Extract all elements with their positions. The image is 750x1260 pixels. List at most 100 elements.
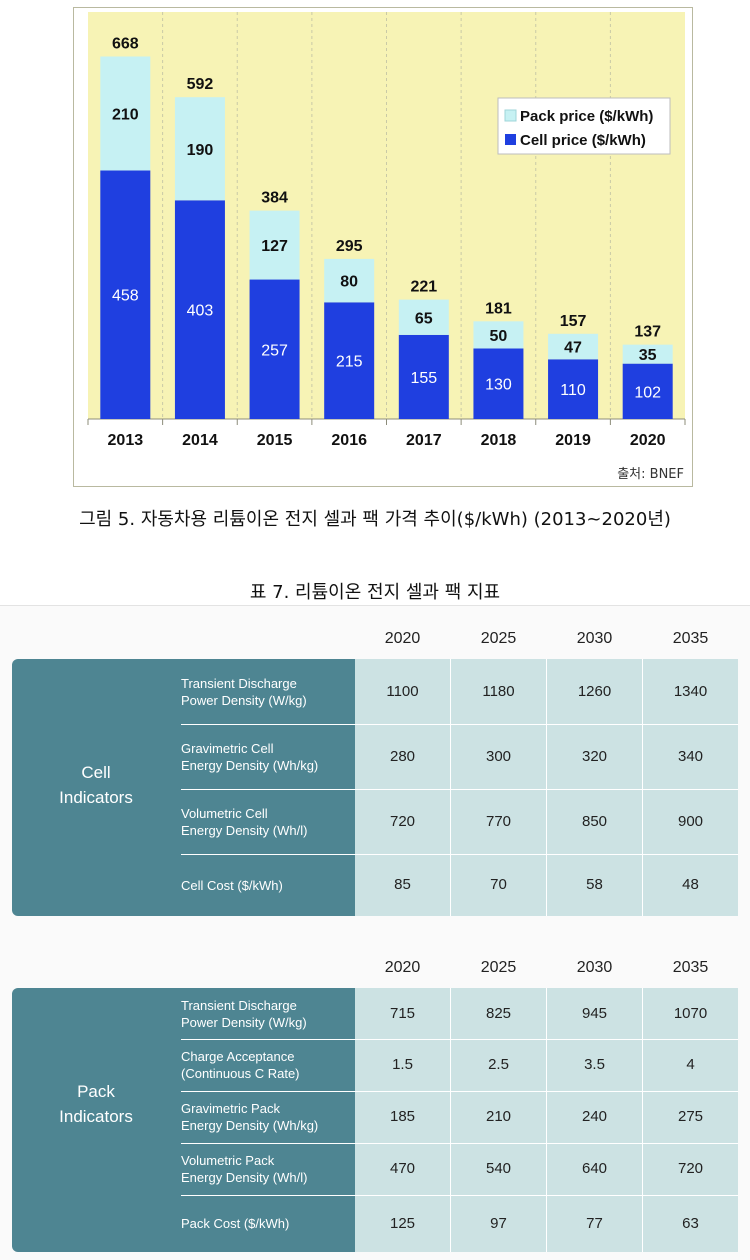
legend-swatch <box>504 109 517 122</box>
cell-group-value-cell: 770 <box>485 812 512 830</box>
group-label-line: Cell <box>81 763 111 782</box>
row-label-line: Gravimetric Pack <box>181 1101 280 1116</box>
pack-value-label: 50 <box>490 328 508 345</box>
row-separator <box>181 1143 738 1144</box>
pack-group-panel <box>12 988 355 1252</box>
cell-price-bar <box>548 359 599 419</box>
x-tick-label: 2020 <box>630 432 666 449</box>
cell-group-value-cell: 320 <box>581 747 608 765</box>
pack-group-value-cell: 2.5 <box>488 1056 509 1073</box>
cell-group-row-label: Volumetric Cell Energy Density (Wh/l) <box>181 805 353 839</box>
x-tick-label: 2019 <box>555 432 591 449</box>
cell-price-bar <box>622 363 673 419</box>
cell-group-row-label: Cell Cost ($/kWh) <box>181 877 353 894</box>
total-value-label: 295 <box>336 238 363 255</box>
cell-value-label: 155 <box>410 370 437 387</box>
pack-price-bar <box>174 97 225 201</box>
row-label-line: Charge Acceptance <box>181 1049 295 1064</box>
pack-group-row-label: Volumetric Pack Energy Density (Wh/l) <box>181 1152 353 1186</box>
figure-caption: 그림 5. 자동차용 리튬이온 전지 셀과 팩 가격 추이($/kWh) (20… <box>79 509 671 530</box>
row-label-line: Power Density (W/kg) <box>181 1014 307 1030</box>
pack-group-value-cell: 275 <box>677 1108 704 1125</box>
x-tick-label: 2013 <box>108 432 144 449</box>
total-value-label: 592 <box>187 76 214 93</box>
pack-group-row-label: Transient Discharge Power Density (W/kg) <box>181 997 353 1031</box>
cell-group-value-cell: 280 <box>389 747 416 765</box>
pack-group-value-cell: 77 <box>586 1214 603 1232</box>
column-separator <box>642 659 643 916</box>
pack-price-bar <box>249 210 300 280</box>
cell-group-row-label: Transient Discharge Power Density (W/kg) <box>181 675 353 709</box>
pack-group-value-cell: 540 <box>485 1160 512 1177</box>
pack-value-label: 127 <box>261 238 288 255</box>
row-separator <box>181 789 738 790</box>
column-separator <box>546 659 547 916</box>
pack-value-label: 47 <box>564 340 582 357</box>
row-label-line: Volumetric Pack <box>181 1153 275 1168</box>
cell-group-value-cell: 1260 <box>577 682 612 700</box>
pack-group-value-cell: 640 <box>581 1160 608 1177</box>
cell-value-label: 215 <box>336 354 363 371</box>
pack-value-label: 65 <box>415 310 433 327</box>
source-note: 출처: BNEF <box>617 467 684 482</box>
pack-price-bar <box>473 321 524 349</box>
row-label-line: Power Density (W/kg) <box>181 692 307 708</box>
x-tick-label: 2014 <box>182 432 218 449</box>
pack-group-value-cell: 4 <box>686 1056 695 1073</box>
pack-price-bar <box>398 299 449 335</box>
pack-group-value-cell: 97 <box>490 1214 507 1232</box>
cell-group-value-cell: 300 <box>485 747 512 765</box>
total-value-label: 384 <box>261 190 288 207</box>
cell-group-value-cell: 850 <box>581 812 608 830</box>
x-tick-label: 2018 <box>481 432 517 449</box>
cell-group-value-cell: 720 <box>389 812 416 830</box>
pack-group-value-cell: 240 <box>581 1108 608 1125</box>
column-separator <box>450 659 451 916</box>
row-separator <box>181 854 738 855</box>
cell-value-label: 257 <box>261 342 288 359</box>
pack-group-value-cell: 470 <box>389 1160 416 1177</box>
row-label-line: Gravimetric Cell <box>181 740 274 756</box>
year-header: 2030 <box>576 959 613 976</box>
year-header: 2035 <box>672 959 709 976</box>
year-header: 2030 <box>576 630 613 647</box>
pack-price-bar <box>622 344 673 364</box>
year-header: 2035 <box>672 630 709 647</box>
pack-value-label: 35 <box>639 347 657 364</box>
legend-label: Pack price ($/kWh) <box>520 108 653 125</box>
row-label-line: Energy Density (Wh/kg) <box>181 1118 319 1133</box>
column-separator <box>642 988 643 1252</box>
cell-group-value-cell: 1180 <box>482 682 515 700</box>
row-label-line: Energy Density (Wh/kg) <box>181 757 319 773</box>
column-separator <box>450 988 451 1252</box>
row-separator <box>181 1039 738 1040</box>
pack-group-value-cell: 1070 <box>673 1004 708 1022</box>
pack-group-value-cell: 3.5 <box>584 1056 605 1073</box>
row-label-line: (Continuous C Rate) <box>181 1066 300 1081</box>
pack-group-value-cell: 720 <box>677 1160 704 1177</box>
total-value-label: 668 <box>112 35 139 52</box>
pack-price-bar <box>548 333 599 360</box>
x-tick-label: 2015 <box>257 432 293 449</box>
cell-value-label: 130 <box>485 377 512 394</box>
chart-frame: 458 210 668 2013 403 190 592 2014 257 127 384 2015 2… <box>73 7 693 487</box>
pack-group-value-cell: 63 <box>682 1214 699 1232</box>
cell-value-label: 458 <box>112 288 139 305</box>
total-value-label: 137 <box>634 324 661 341</box>
row-label-line: Pack Cost ($/kWh) <box>181 1216 290 1231</box>
pack-group-value-cell: 715 <box>389 1004 416 1022</box>
row-separator <box>181 1195 738 1196</box>
row-label-line: Energy Density (Wh/l) <box>181 1170 308 1185</box>
bar-chart: 458 210 668 2013 403 190 592 2014 257 127 384 2015 2… <box>87 12 686 482</box>
cell-value-label: 102 <box>634 384 661 401</box>
x-tick-label: 2017 <box>406 432 442 449</box>
cell-group-value-cell: 340 <box>677 747 704 765</box>
cell-group-value-cell: 58 <box>586 876 603 893</box>
pack-value-label: 80 <box>340 274 358 291</box>
group-label-line: Indicators <box>59 788 133 807</box>
cell-value-label: 403 <box>187 303 214 320</box>
year-header: 2020 <box>384 630 421 647</box>
row-separator <box>181 1091 738 1092</box>
total-value-label: 157 <box>560 313 587 330</box>
pack-value-label: 210 <box>112 106 139 123</box>
